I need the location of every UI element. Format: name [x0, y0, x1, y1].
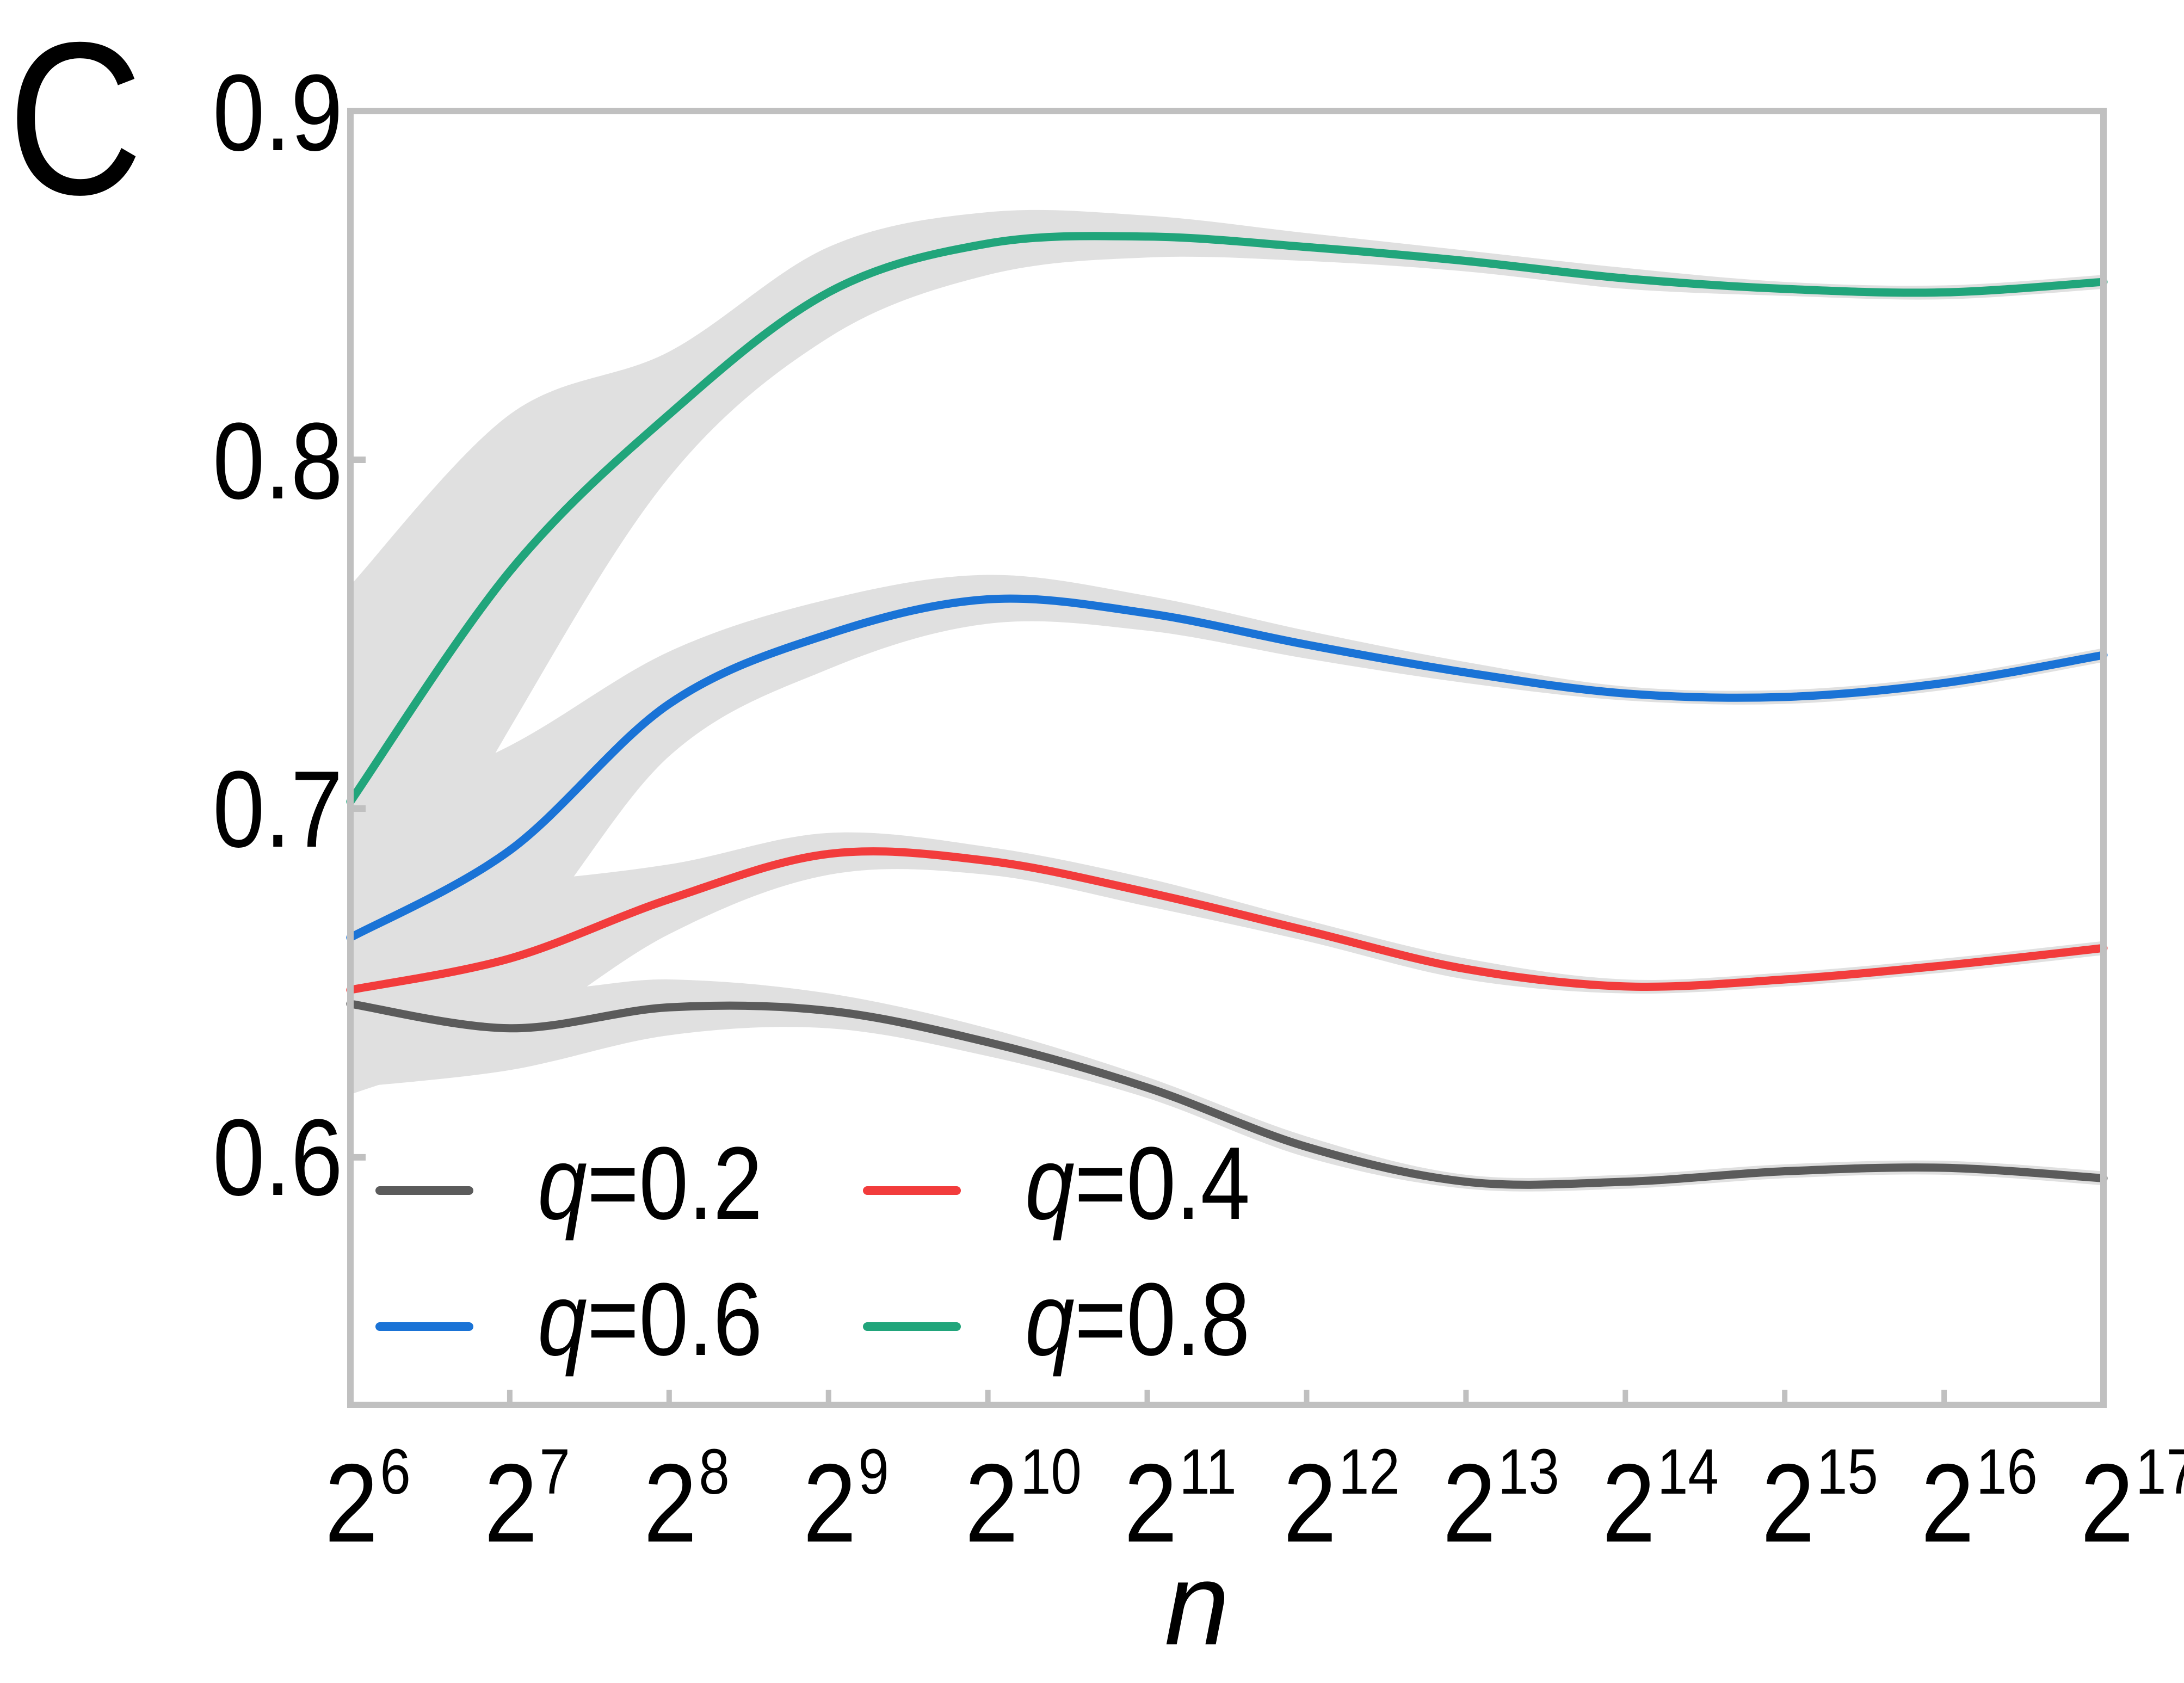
plot-border — [347, 108, 2107, 1408]
legend-swatch-green — [863, 1322, 961, 1331]
x-tick-label: 212 — [1283, 1436, 1401, 1565]
series-lines — [346, 232, 2108, 1189]
band-q02 — [350, 920, 2103, 1192]
legend-swatch-blue — [375, 1322, 473, 1331]
y-tick-label: 0.8 — [212, 400, 343, 522]
y-tick-label: 0.6 — [212, 1097, 343, 1218]
x-tick-label: 27 — [484, 1436, 570, 1565]
x-tick-label: 29 — [803, 1436, 889, 1565]
legend-label: q=0.2 — [538, 1126, 763, 1241]
legend-label: q=0.8 — [1025, 1262, 1250, 1377]
legend-swatch-red — [863, 1186, 961, 1195]
x-tick-label: 215 — [1761, 1436, 1879, 1565]
x-tick-label: 28 — [643, 1436, 730, 1565]
uncertainty-bands — [350, 209, 2103, 1192]
legend-swatch-gray — [375, 1186, 473, 1195]
series-line-q08 — [346, 232, 2108, 806]
x-tick-label: 213 — [1442, 1436, 1560, 1565]
x-tick-label: 211 — [1124, 1436, 1237, 1565]
band-q04 — [350, 832, 2103, 1095]
panel-label: C — [8, 0, 143, 240]
plot-frame — [347, 108, 2107, 1408]
x-axis-label: n — [1164, 1538, 1230, 1669]
y-tick-label: 0.7 — [212, 749, 343, 870]
series-line-q04 — [346, 847, 2108, 994]
legend-label: q=0.4 — [1025, 1126, 1250, 1241]
x-tick-label: 216 — [1921, 1436, 2038, 1565]
series-line-q06 — [346, 594, 2108, 942]
legend-label: q=0.6 — [538, 1262, 763, 1377]
x-tick-label: 217 — [2080, 1436, 2184, 1565]
series-line-q02 — [346, 1000, 2108, 1189]
x-tick-label: 26 — [324, 1436, 411, 1565]
x-tick-label: 210 — [965, 1436, 1082, 1565]
y-tick-label: 0.9 — [212, 52, 343, 174]
x-tick-label: 214 — [1602, 1436, 1719, 1565]
